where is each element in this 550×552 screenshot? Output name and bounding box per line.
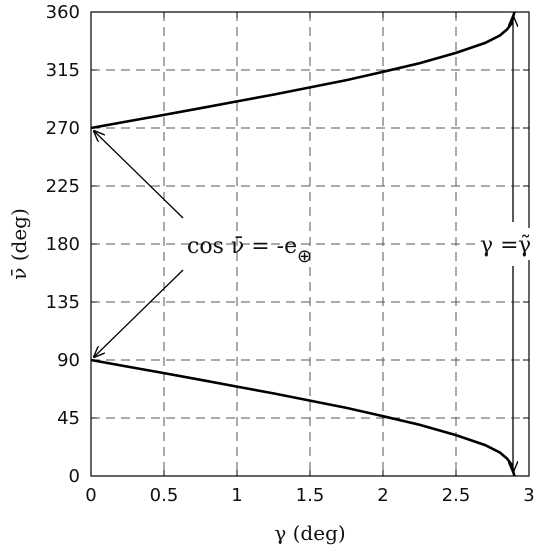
- x-tick-label: 2.5: [442, 485, 471, 506]
- annotation-gamma-label: γ =: [480, 233, 519, 258]
- x-axis-label: γ (deg): [274, 521, 345, 545]
- x-tick-label: 2: [377, 485, 388, 506]
- annotation-gamma-tilde: γ̃: [518, 233, 531, 258]
- y-tick-label: 0: [69, 466, 80, 487]
- x-tick-label: 3: [523, 485, 534, 506]
- annotation-earth-symbol: ⊕: [297, 246, 312, 267]
- annotation-bg: [476, 228, 536, 260]
- y-tick-label: 180: [46, 234, 80, 255]
- y-axis-label: ν̄ (deg): [7, 208, 31, 280]
- x-tick-label: 1.5: [296, 485, 325, 506]
- y-tick-label: 270: [46, 118, 80, 139]
- series-line-lower: [90, 358, 516, 477]
- y-tick-label: 90: [57, 350, 80, 371]
- y-tick-label: 360: [46, 2, 80, 23]
- y-tick-label: 135: [46, 292, 80, 313]
- y-tick-label: 45: [57, 408, 80, 429]
- annotation-arrow-lower: [94, 269, 184, 357]
- annotation-arrow-upper: [94, 131, 184, 219]
- y-tick-label: 315: [46, 60, 80, 81]
- series-line-upper: [90, 11, 516, 130]
- x-tick-label: 1: [231, 485, 242, 506]
- x-tick-label: 0.5: [150, 485, 179, 506]
- x-tick-label: 0: [85, 485, 96, 506]
- annotation-cos-nu: cos ν̄ = -e: [187, 234, 297, 259]
- y-tick-label: 225: [46, 176, 80, 197]
